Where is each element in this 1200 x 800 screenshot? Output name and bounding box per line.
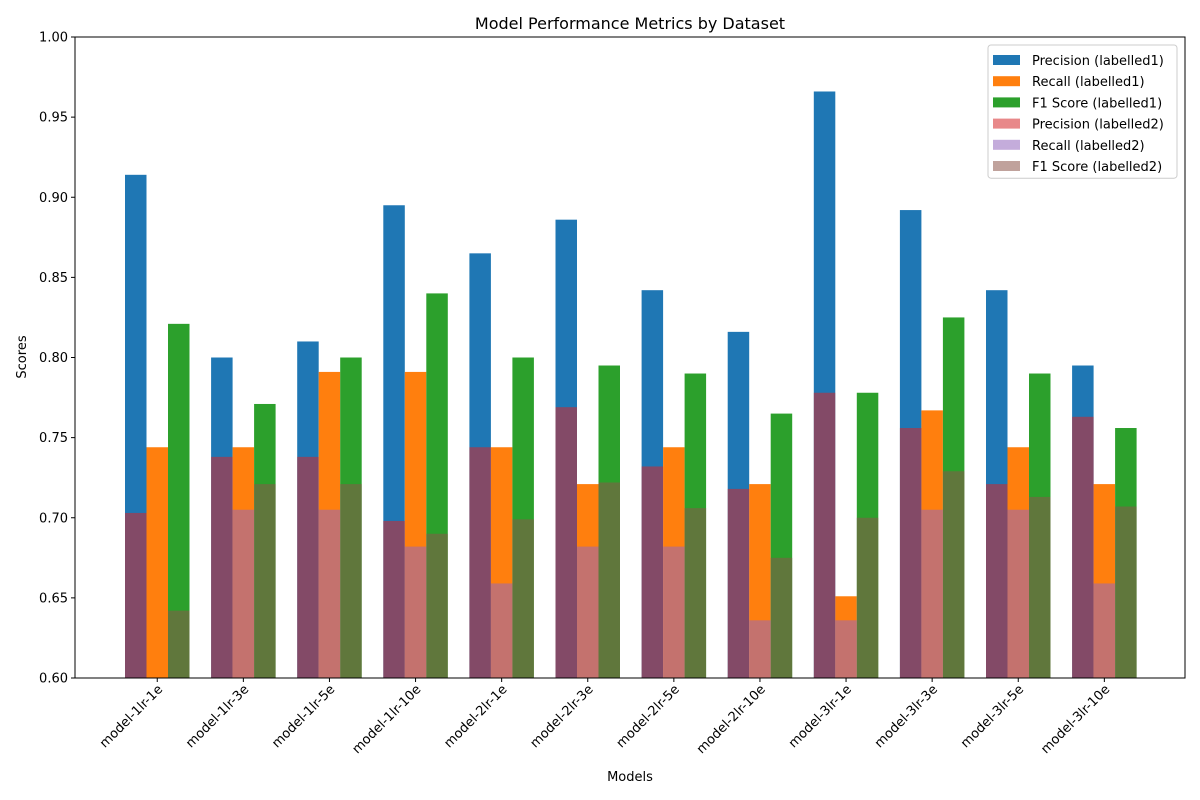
bar-s3-c1 bbox=[211, 456, 233, 678]
bar-s5-c4 bbox=[512, 519, 534, 678]
bars-group bbox=[125, 91, 1137, 679]
legend-swatch bbox=[993, 97, 1020, 108]
bar-s5-c3 bbox=[426, 533, 448, 678]
bar-s4-c8 bbox=[835, 620, 857, 678]
legend-swatch bbox=[993, 118, 1020, 129]
y-tick-label: 0.75 bbox=[39, 431, 68, 446]
y-tick-label: 0.65 bbox=[39, 591, 68, 606]
bar-s5-c2 bbox=[340, 484, 362, 678]
bar-s5-c1 bbox=[254, 484, 276, 678]
bar-s3-c7 bbox=[727, 488, 750, 678]
bar-s3-c9 bbox=[899, 428, 922, 678]
bar-s5-c9 bbox=[942, 471, 965, 678]
y-tick-label: 0.80 bbox=[39, 351, 68, 366]
bar-s4-c3 bbox=[404, 546, 427, 678]
bar-s3-c2 bbox=[297, 456, 319, 678]
chart-title: Model Performance Metrics by Dataset bbox=[475, 14, 785, 33]
legend-label: Recall (labelled1) bbox=[1032, 75, 1145, 90]
y-tick-label: 0.85 bbox=[39, 271, 68, 286]
y-tick-label: 0.95 bbox=[39, 111, 68, 126]
legend-label: F1 Score (labelled2) bbox=[1032, 160, 1162, 175]
bar-s5-c11 bbox=[1115, 506, 1137, 678]
bar-s3-c3 bbox=[383, 520, 405, 678]
x-axis-title: Models bbox=[607, 770, 653, 785]
bar-s4-c7 bbox=[749, 620, 771, 678]
bar-s5-c0 bbox=[168, 610, 190, 678]
bar-s4-c10 bbox=[1007, 509, 1029, 678]
bar-s3-c0 bbox=[125, 512, 147, 678]
plot-frame bbox=[74, 36, 1186, 679]
y-tick-label: 1.00 bbox=[39, 31, 68, 46]
y-tick-label: 0.70 bbox=[39, 511, 68, 526]
y-tick-label: 0.90 bbox=[39, 191, 68, 206]
bar-s4-c5 bbox=[577, 546, 599, 678]
legend-swatch bbox=[993, 161, 1020, 171]
legend-swatch bbox=[993, 55, 1020, 65]
bar-s5-c10 bbox=[1029, 496, 1051, 678]
bar-s4-c9 bbox=[921, 509, 943, 678]
bar-s3-c4 bbox=[469, 447, 491, 678]
legend-box bbox=[987, 44, 1178, 179]
bar-s3-c10 bbox=[986, 484, 1008, 678]
bar-s4-c4 bbox=[490, 583, 513, 678]
bar-s4-c11 bbox=[1093, 583, 1116, 678]
bar-s3-c11 bbox=[1072, 416, 1094, 678]
bar-s4-c1 bbox=[232, 509, 255, 678]
legend-swatch bbox=[993, 139, 1020, 150]
legend-label: Precision (labelled2) bbox=[1032, 118, 1164, 133]
y-axis-title: Scores bbox=[15, 335, 30, 378]
bar-s1-c0 bbox=[146, 447, 168, 678]
bar-s5-c5 bbox=[598, 482, 620, 678]
bar-s3-c8 bbox=[813, 392, 836, 678]
bar-s5-c7 bbox=[770, 557, 793, 678]
bar-s3-c5 bbox=[555, 407, 577, 678]
bar-s2-c0 bbox=[168, 323, 190, 678]
legend: Precision (labelled1) Recall (labelled1) F… bbox=[987, 44, 1178, 179]
bar-s4-c6 bbox=[663, 546, 685, 678]
y-tick-label: 0.60 bbox=[39, 672, 68, 687]
bar-s3-c6 bbox=[641, 466, 664, 678]
legend-label: F1 Score (labelled1) bbox=[1032, 96, 1162, 111]
legend-label: Precision (labelled1) bbox=[1032, 54, 1164, 69]
bar-s5-c6 bbox=[684, 508, 707, 678]
bar-s4-c2 bbox=[318, 509, 341, 678]
legend-swatch bbox=[993, 76, 1020, 87]
y-axis: 0.60 0.65 0.70 0.75 0.80 0.85 0.90 0.95 1.00 bbox=[39, 31, 75, 687]
bar-s5-c8 bbox=[856, 517, 879, 678]
legend-label: Recall (labelled2) bbox=[1032, 139, 1145, 154]
